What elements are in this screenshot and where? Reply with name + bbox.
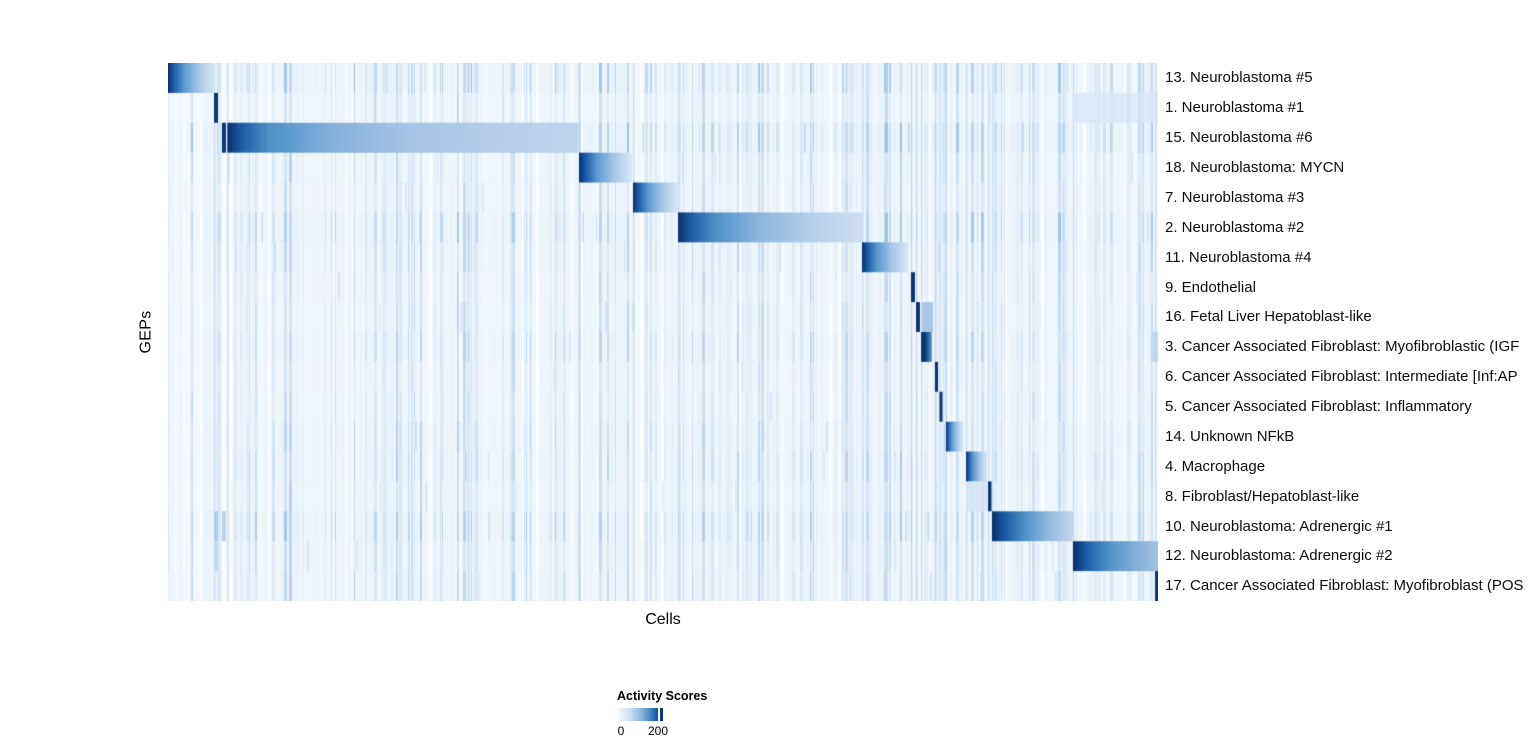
heatmap-canvas [168, 63, 1158, 601]
row-label: 9. Endothelial [1165, 278, 1256, 296]
row-label: 10. Neuroblastoma: Adrenergic #1 [1165, 517, 1393, 535]
row-label: 3. Cancer Associated Fibroblast: Myofibr… [1165, 338, 1520, 356]
row-label: 15. Neuroblastoma #6 [1165, 129, 1313, 147]
y-axis-label-text: GEPs [137, 310, 154, 354]
row-label: 6. Cancer Associated Fibroblast: Interme… [1165, 368, 1518, 386]
heatmap-plot-area [168, 63, 1158, 601]
row-label: 8. Fibroblast/Hepatoblast-like [1165, 487, 1360, 505]
row-label: 18. Neuroblastoma: MYCN [1165, 159, 1345, 177]
row-label: 14. Unknown NFkB [1165, 427, 1295, 445]
row-label: 5. Cancer Associated Fibroblast: Inflamm… [1165, 398, 1472, 416]
colorbar-tick-200: 200 [647, 724, 669, 738]
row-label: 2. Neuroblastoma #2 [1165, 218, 1305, 236]
colorbar-tick-mark [657, 708, 660, 721]
row-labels: 13. Neuroblastoma #5 1. Neuroblastoma #1 1… [1165, 63, 1540, 601]
row-label: 4. Macrophage [1165, 457, 1266, 475]
row-label: 12. Neuroblastoma: Adrenergic #2 [1165, 547, 1393, 565]
colorbar-legend: Activity Scores 0 200 [617, 689, 837, 740]
row-label: 1. Neuroblastoma #1 [1165, 99, 1305, 117]
row-label: 17. Cancer Associated Fibroblast: Myofib… [1165, 577, 1524, 595]
row-label: 11. Neuroblastoma #4 [1165, 248, 1312, 266]
row-label: 7. Neuroblastoma #3 [1165, 188, 1305, 206]
row-label: 13. Neuroblastoma #5 [1165, 69, 1313, 87]
y-axis-label: GEPs [128, 63, 164, 601]
colorbar-gradient [617, 708, 663, 721]
x-axis-label: Cells [645, 611, 681, 628]
colorbar-ticks: 0 200 [617, 724, 837, 740]
colorbar-title: Activity Scores [617, 689, 708, 703]
colorbar-tick-0: 0 [617, 724, 625, 738]
row-label: 16. Fetal Liver Hepatoblast-like [1165, 308, 1372, 326]
